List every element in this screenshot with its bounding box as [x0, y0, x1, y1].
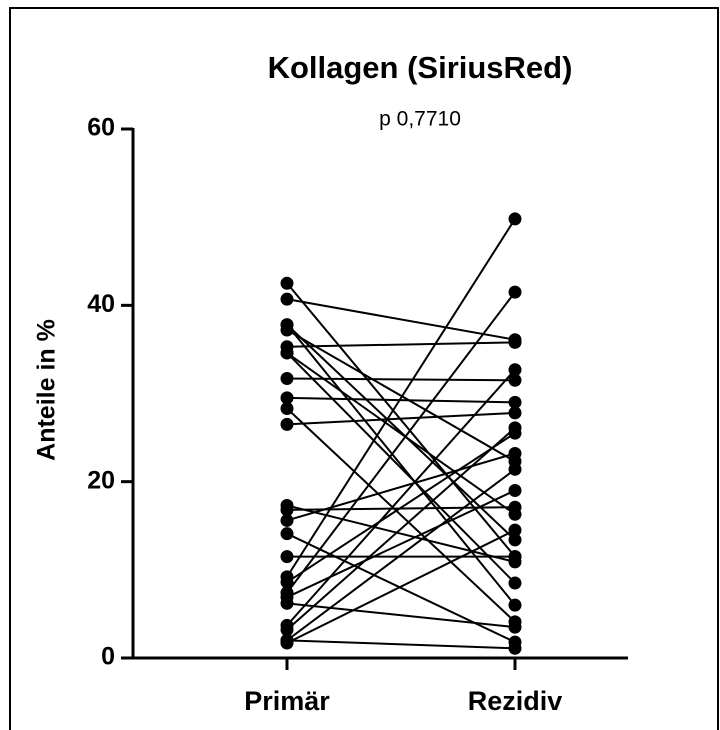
y-tick-label: 0 [101, 643, 115, 671]
y-tick-label: 60 [87, 114, 115, 142]
pair-line [286, 504, 516, 563]
pair-line [286, 639, 516, 650]
pair-line [286, 298, 516, 341]
pair-line [286, 341, 516, 348]
point [508, 533, 522, 547]
pair-line [286, 329, 516, 463]
pair-line [286, 377, 516, 382]
point [508, 363, 522, 377]
pair-line [286, 324, 516, 606]
frame [9, 7, 719, 730]
point [508, 395, 522, 409]
point [508, 500, 522, 514]
y-tick-label: 20 [87, 466, 115, 494]
point [280, 633, 294, 647]
point [508, 523, 522, 537]
point [508, 446, 522, 460]
pair-line [286, 529, 516, 644]
point [508, 373, 522, 387]
point [280, 391, 294, 405]
chart-title: Kollagen (SiriusRed) [268, 50, 573, 85]
pair-line [286, 352, 516, 584]
pair-line [286, 282, 516, 558]
pair-line [286, 407, 516, 623]
x-tick-label: Rezidiv [468, 686, 563, 716]
point [280, 503, 294, 517]
point [280, 372, 294, 386]
point [280, 401, 294, 415]
point [280, 575, 294, 589]
pair-line [286, 396, 516, 404]
pair-line [286, 352, 516, 516]
subtitle: p 0,7710 [379, 108, 461, 131]
pair-line [286, 489, 516, 599]
pair-line [286, 218, 516, 578]
pair-line [286, 468, 516, 642]
pair-line [286, 602, 516, 629]
pair-line [286, 411, 516, 426]
y-tick-label: 40 [87, 290, 115, 318]
point [280, 550, 294, 564]
pair-line [286, 452, 516, 522]
point [280, 276, 294, 290]
pair-line [286, 369, 516, 627]
point [280, 623, 294, 637]
y-axis-title: Anteile in % [33, 319, 61, 461]
point [508, 462, 522, 476]
point [508, 550, 522, 564]
point [508, 483, 522, 497]
point [280, 596, 294, 610]
pair-line [286, 427, 516, 631]
point [508, 641, 522, 655]
point [280, 292, 294, 306]
point [508, 620, 522, 634]
x-tick-label: Primär [244, 686, 330, 716]
point [508, 598, 522, 612]
point [280, 318, 294, 332]
pair-line [286, 291, 516, 594]
pair-line [286, 324, 516, 541]
point [280, 513, 294, 527]
point [280, 417, 294, 431]
point [280, 527, 294, 541]
point [508, 421, 522, 435]
point [508, 335, 522, 349]
point [508, 212, 522, 226]
pair-line [286, 432, 516, 584]
point [508, 576, 522, 590]
point [508, 285, 522, 299]
point [280, 346, 294, 360]
point [508, 406, 522, 420]
